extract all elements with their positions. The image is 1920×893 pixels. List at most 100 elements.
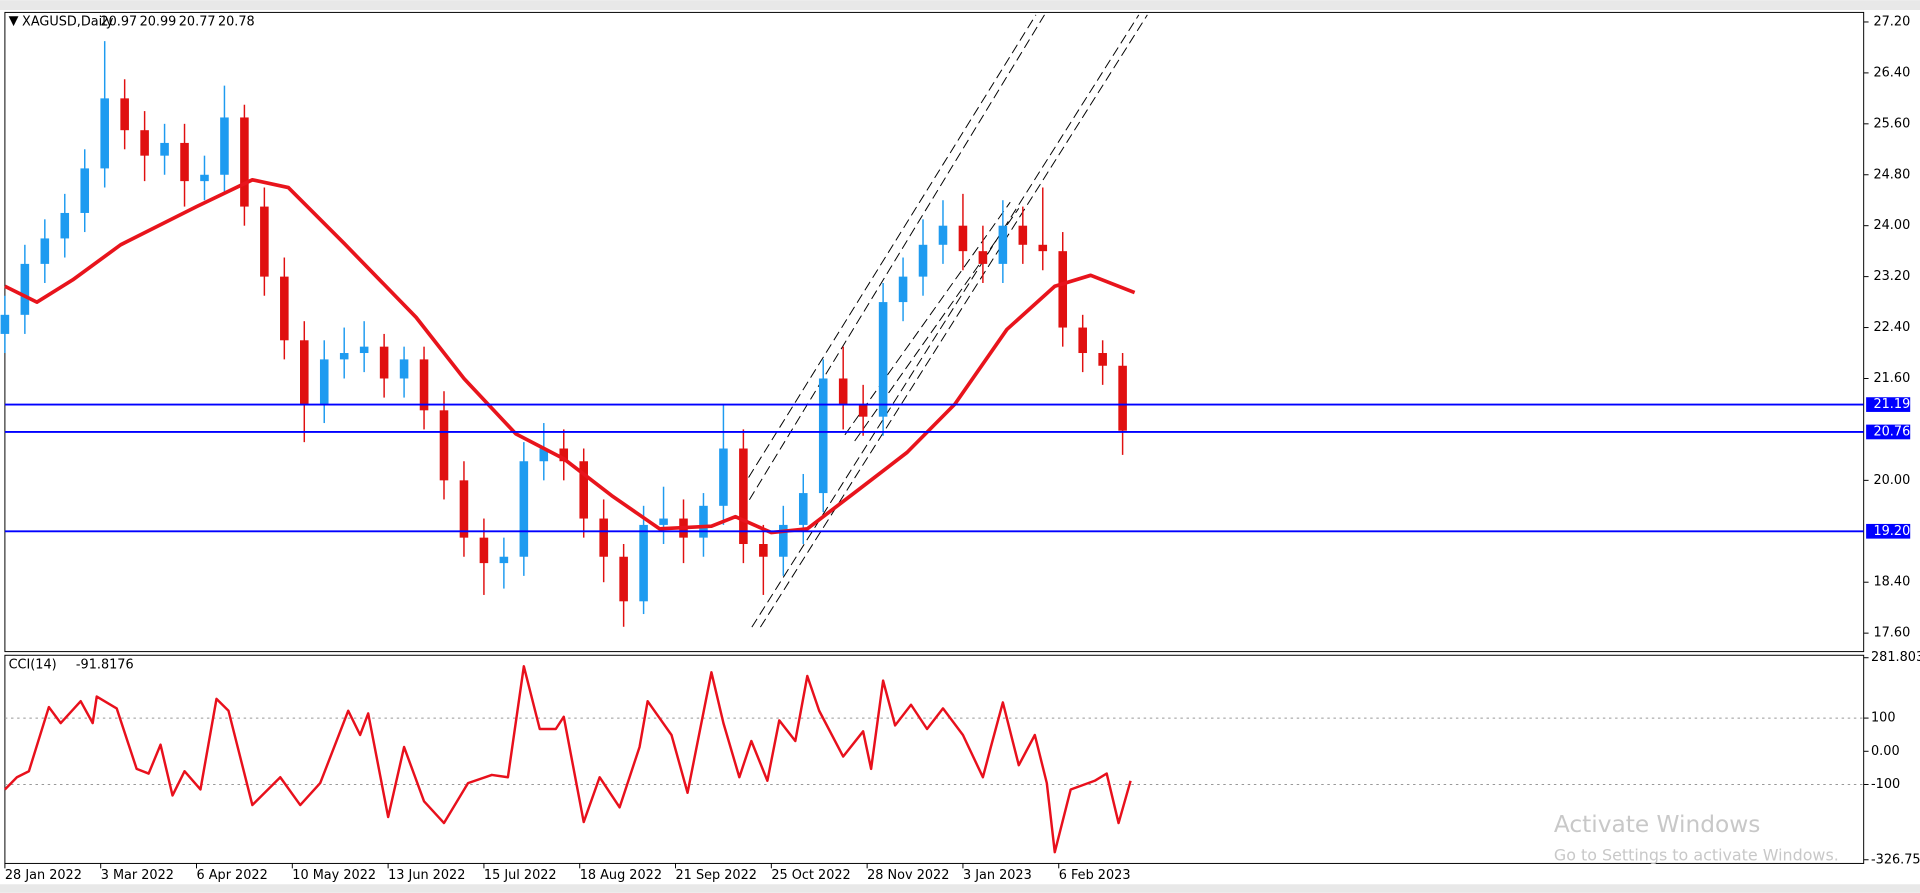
candle-body <box>1118 365 1127 431</box>
collapse-arrow: ▼ <box>9 13 19 28</box>
candle-body <box>479 537 489 564</box>
y-tick-label: 100 <box>1871 711 1896 726</box>
candle-body <box>200 174 209 182</box>
level-label-box <box>1866 424 1911 440</box>
level-label-box <box>1866 397 1911 412</box>
ohlc-value: 20.78 <box>218 15 255 30</box>
candle-body <box>399 359 409 379</box>
candle-body <box>220 117 229 175</box>
candle-body <box>359 346 369 354</box>
level-label: 21.19 <box>1873 397 1910 412</box>
candle-body <box>619 556 628 602</box>
cci-line <box>4 665 1132 854</box>
candle-body <box>60 212 70 239</box>
y-tick-label: 21.60 <box>1873 371 1910 386</box>
candle-body <box>240 117 249 207</box>
candle-body <box>798 493 808 525</box>
candle-body <box>100 98 109 169</box>
candle-body <box>419 359 429 411</box>
candle-body <box>1058 251 1068 328</box>
candle-body <box>379 346 389 379</box>
channel-line <box>740 14 1037 491</box>
level-label-box <box>1866 523 1911 539</box>
indicator-title: CCI(14) <box>9 658 57 673</box>
y-tick-label: 23.20 <box>1873 269 1910 284</box>
candle-body <box>958 225 968 252</box>
candle-body <box>319 359 329 404</box>
level-label: 19.20 <box>1873 524 1910 539</box>
candle-body <box>160 142 169 156</box>
channel-line <box>748 14 1045 501</box>
candle-body <box>659 518 668 525</box>
x-tick-label: 3 Mar 2022 <box>101 868 174 883</box>
x-tick-label: 18 Aug 2022 <box>580 868 662 883</box>
x-tick-label: 10 May 2022 <box>292 868 376 883</box>
y-tick-label: -100 <box>1871 777 1900 792</box>
candle-body <box>599 518 608 557</box>
candle-body <box>918 244 928 277</box>
x-tick-label: 15 Jul 2022 <box>484 868 557 883</box>
indicator-panel <box>4 654 1865 864</box>
x-tick-label: 13 Jun 2022 <box>388 868 465 883</box>
y-tick-label: 27.20 <box>1873 14 1910 29</box>
candle-body <box>40 238 50 264</box>
y-tick-label: 0.00 <box>1871 744 1900 759</box>
candle-body <box>300 340 309 404</box>
y-tick-label: 22.40 <box>1873 320 1910 335</box>
candle-body <box>858 403 868 417</box>
candle-body <box>80 168 90 213</box>
y-tick-label: -326.754 <box>1871 852 1920 867</box>
x-tick-label: 3 Jan 2023 <box>963 868 1032 883</box>
candle-body <box>1098 353 1107 366</box>
watermark-subtitle: Go to Settings to activate Windows. <box>1554 846 1839 865</box>
y-tick-label: 20.00 <box>1873 473 1910 488</box>
candle-body <box>20 263 30 315</box>
candle-body <box>559 448 569 462</box>
candle-body <box>519 461 529 557</box>
candle-body <box>699 505 708 538</box>
candle-body <box>260 206 269 277</box>
candle-body <box>120 98 129 131</box>
candle-body <box>579 461 588 519</box>
channel-line <box>759 14 1148 628</box>
indicator-value: -91.8176 <box>76 658 134 673</box>
candle-body <box>1018 225 1028 245</box>
level-label: 20.76 <box>1873 424 1910 439</box>
y-tick-label: 17.60 <box>1873 626 1910 641</box>
y-tick-label: 281.803 <box>1871 650 1920 665</box>
candle-body <box>1038 244 1048 252</box>
candle-body <box>140 130 149 156</box>
price-panel <box>4 11 1865 653</box>
candle-body <box>938 225 948 245</box>
candle-body <box>539 448 549 462</box>
x-tick-label: 28 Nov 2022 <box>867 868 949 883</box>
candle-body <box>779 524 788 557</box>
y-tick-label: 25.60 <box>1873 116 1910 131</box>
symbol-title: XAGUSD,Daily <box>22 15 114 30</box>
y-tick-label: 24.00 <box>1873 218 1910 233</box>
candle-body <box>898 276 908 303</box>
scroll-bar <box>0 884 1920 893</box>
ohlc-value: 20.97 <box>100 15 137 30</box>
candle-body <box>838 378 848 404</box>
ohlc-value: 20.99 <box>140 15 177 30</box>
candle-body <box>818 378 828 494</box>
watermark-title: Activate Windows <box>1554 811 1760 838</box>
candle-body <box>978 251 988 264</box>
candle-body <box>0 314 10 334</box>
candle-body <box>739 448 748 545</box>
ohlc-value: 20.77 <box>179 15 216 30</box>
x-tick-label: 28 Jan 2022 <box>5 868 82 883</box>
candle-body <box>639 524 648 602</box>
candle-body <box>499 556 509 564</box>
x-tick-label: 21 Sep 2022 <box>676 868 757 883</box>
channel-line <box>751 14 1140 628</box>
tab-strip <box>0 0 1920 10</box>
y-tick-label: 24.80 <box>1873 167 1910 182</box>
candle-body <box>280 276 289 341</box>
x-tick-label: 6 Apr 2022 <box>197 868 268 883</box>
candle-body <box>459 480 469 538</box>
candle-body <box>759 544 768 557</box>
